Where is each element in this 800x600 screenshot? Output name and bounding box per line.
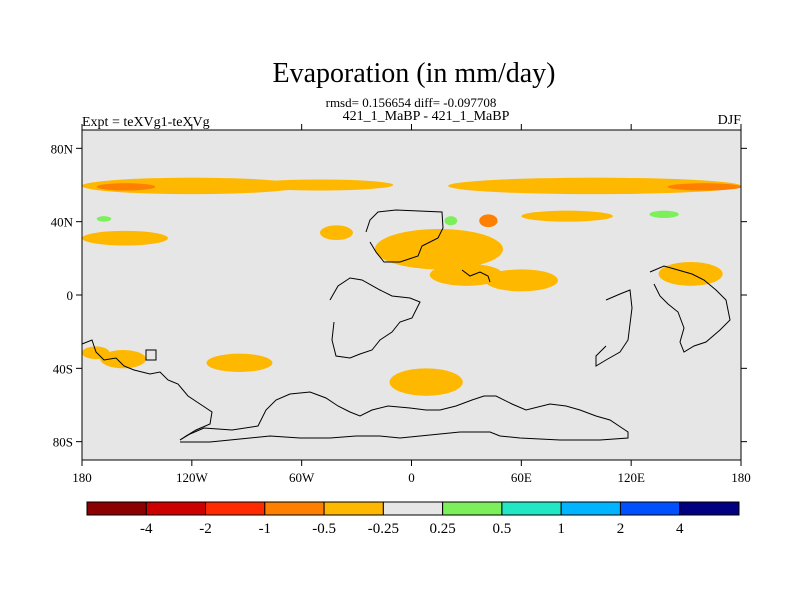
contour-region-17 (96, 216, 112, 222)
colorbar-label-0: -4 (140, 521, 153, 537)
contour-region-2 (246, 179, 394, 191)
colorbar-swatch-4 (323, 501, 384, 516)
colorbar-swatch-5 (382, 501, 444, 516)
colorbar-swatch-9 (619, 501, 681, 516)
coastlines (81, 209, 731, 443)
y-tick-label-4: 80S (53, 435, 73, 450)
comparison-label: 421_1_MaBP - 421_1_MaBP (343, 109, 510, 124)
contour-region-15 (206, 353, 273, 373)
colorbar-label-1: -2 (199, 521, 212, 537)
colorbar-label-4: -0.25 (368, 521, 399, 537)
coastline-antarctica (179, 391, 629, 443)
coastline-north (365, 209, 444, 263)
colorbar-label-3: -0.5 (312, 521, 336, 537)
colorbar-label-5: 0.25 (430, 521, 456, 537)
contour-regions (81, 177, 742, 396)
coastline-africa-north (461, 269, 491, 283)
contour-region-19 (649, 210, 679, 218)
stats-text: rmsd= 0.156654 diff= -0.097708 (326, 95, 497, 110)
colorbar-label-6: 0.5 (493, 521, 512, 537)
chart-title: Evaporation (in mm/day) (272, 58, 555, 89)
x-tick-label-0: 180 (72, 470, 92, 485)
x-axis: 180 120W 60W 0 60E 120E 180 (72, 124, 751, 485)
x-tick-label-3: 0 (408, 470, 415, 485)
colorbar-label-9: 4 (676, 521, 684, 537)
colorbar-labels: -4 -2 -1 -0.5 -0.25 0.25 0.5 1 2 4 (140, 521, 684, 537)
x-tick-label-2: 60W (289, 470, 315, 485)
colorbar-swatch-3 (264, 501, 325, 516)
colorbar-label-7: 1 (557, 521, 565, 537)
contour-region-9 (521, 210, 613, 222)
colorbar-swatch-10 (679, 501, 740, 516)
y-tick-label-2: 0 (67, 288, 74, 303)
coastline-east-islands (649, 265, 731, 353)
x-tick-label-4: 60E (511, 470, 532, 485)
colorbar-label-2: -1 (259, 521, 272, 537)
contour-region-5 (82, 230, 169, 246)
colorbar-label-8: 2 (617, 521, 625, 537)
colorbar-swatch-6 (442, 501, 503, 516)
x-tick-label-5: 120E (617, 470, 645, 485)
contour-region-4 (667, 183, 742, 191)
x-tick-label-1: 120W (176, 470, 209, 485)
colorbar (86, 501, 740, 516)
contour-region-8 (479, 214, 498, 228)
y-tick-label-1: 40N (51, 215, 74, 230)
x-tick-label-6: 180 (731, 470, 751, 485)
y-tick-label-0: 80N (51, 141, 74, 156)
colorbar-swatch-0 (86, 501, 147, 516)
contour-region-1 (96, 183, 156, 191)
y-tick-label-3: 40S (53, 361, 73, 376)
contour-region-6 (319, 225, 353, 241)
colorbar-swatch-2 (205, 501, 266, 516)
coastline-australia (595, 289, 633, 367)
contour-region-16 (389, 368, 463, 396)
coastline-west (81, 339, 213, 441)
colorbar-swatch-7 (501, 501, 562, 516)
colorbar-swatch-1 (145, 501, 207, 516)
contour-region-3 (448, 177, 741, 195)
experiment-label: Expt = teXVg1-teXVg (82, 115, 210, 130)
contour-region-18 (444, 216, 458, 226)
coastline-island (145, 349, 157, 361)
contour-region-14 (100, 350, 147, 369)
coastline-south-america (329, 277, 421, 359)
y-axis: 80N 40N 0 40S 80S (51, 141, 747, 450)
colorbar-swatch-8 (560, 501, 621, 516)
contour-region-11 (484, 269, 558, 292)
season-label: DJF (718, 113, 742, 128)
